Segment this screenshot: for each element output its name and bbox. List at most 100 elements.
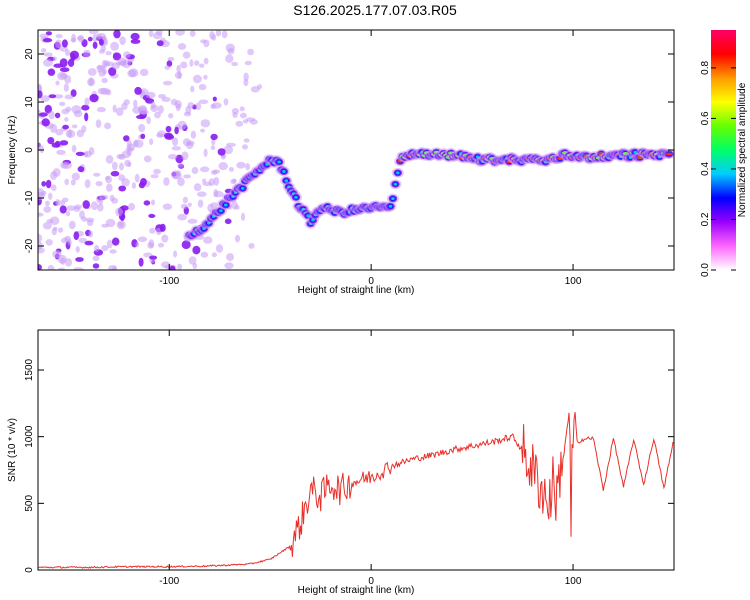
spectrogram-cell <box>130 32 140 41</box>
spectrogram-cell <box>47 137 55 145</box>
spectrogram-cell <box>48 110 55 120</box>
spectrogram-cell <box>187 102 195 109</box>
spectrogram-cell <box>96 64 103 73</box>
spectrogram-cell <box>194 60 200 66</box>
spectrogram-cell <box>55 129 64 136</box>
spectrogram-cell <box>77 34 85 43</box>
spectrogram-cell <box>198 99 209 105</box>
spectrogram-cell <box>127 202 136 211</box>
spectrogram-cell <box>59 140 69 146</box>
spectrogram-cell <box>234 234 241 243</box>
spectrogram-cell <box>88 30 99 35</box>
spectrogram-cell <box>64 258 73 267</box>
spectrogram-cell <box>247 48 255 56</box>
spectrogram-cell <box>250 86 260 93</box>
spectrogram-cell <box>215 244 224 253</box>
spectrogram-cell <box>211 252 217 258</box>
spectrogram-cell <box>118 185 127 192</box>
spectrogram-cell <box>227 48 235 55</box>
snr-frame <box>37 329 675 571</box>
spectrogram-cell <box>45 179 52 189</box>
spectrogram-cell <box>131 182 136 189</box>
spectrogram-cell <box>38 83 42 91</box>
spectrogram-cell <box>175 30 185 36</box>
spectrogram-cell <box>41 118 50 127</box>
spectrogram-cell <box>176 64 181 73</box>
spectrogram-cell <box>92 34 98 42</box>
spectrogram-cell <box>81 104 90 111</box>
spectrogram-cell <box>202 181 212 186</box>
spectrogram-cell <box>148 30 154 38</box>
spectrogram-cell <box>130 39 141 44</box>
spectrogram-cell <box>101 59 107 69</box>
snr-xtick-label: 0 <box>368 576 374 587</box>
spectrogram-cell <box>199 63 205 68</box>
spectrogram-cell <box>284 179 289 183</box>
spectrogram-cell <box>132 139 139 148</box>
spectrogram-cell <box>161 234 169 243</box>
spectrogram-cell <box>105 155 114 164</box>
spectrogram-cell <box>150 174 159 179</box>
spectrogram-cell <box>43 58 53 67</box>
spectrogram-cell <box>118 221 124 228</box>
spectrogram-cell <box>112 52 122 61</box>
spectrogram-cell <box>210 133 218 141</box>
spectrogram-cell <box>39 145 44 154</box>
spectrogram-cell <box>38 109 41 115</box>
spectrogram-cell <box>197 199 204 208</box>
spectrogram-cell <box>45 239 53 246</box>
spectrogram-ytick-label: -20 <box>24 238 35 253</box>
spectrogram-cell <box>137 105 147 114</box>
spectrogram-cell <box>115 207 123 217</box>
spectrogram-cell <box>192 74 202 84</box>
spectrogram-cell <box>67 129 73 138</box>
spectrogram-cell <box>63 83 69 92</box>
spectrogram-cell <box>53 94 64 99</box>
spectrogram-cell <box>212 96 217 102</box>
spectrogram-cell <box>150 199 156 206</box>
snr-xtick-label: 100 <box>565 576 582 587</box>
chart-title: S126.2025.177.07.03.R05 <box>293 2 457 18</box>
spectrogram-cell <box>210 202 218 209</box>
spectrogram-cell <box>210 103 216 109</box>
spectrogram-cell <box>102 68 107 75</box>
spectrogram-cell <box>154 111 161 119</box>
spectrogram-cell <box>188 256 197 265</box>
spectrogram-cell <box>86 219 94 226</box>
spectrogram-cell <box>242 119 249 124</box>
spectrogram-cell <box>88 230 93 238</box>
spectrogram-cell <box>104 122 112 130</box>
spectrogram-cell <box>248 243 255 249</box>
spectrogram-cell <box>39 33 49 39</box>
spectrogram-cell <box>388 204 393 208</box>
spectrogram-cell <box>393 182 398 186</box>
spectrogram-cells <box>38 30 674 270</box>
spectrogram-cell <box>84 97 90 106</box>
spectrogram-cell <box>97 33 107 41</box>
spectrogram-cell <box>213 190 224 198</box>
spectrogram-cell <box>70 37 77 43</box>
spectrogram-cell <box>71 172 80 181</box>
spectrogram-cell <box>121 102 128 110</box>
spectrogram-cell <box>143 200 151 206</box>
spectrogram-cell <box>180 203 188 209</box>
spectrogram-cell <box>134 86 142 95</box>
spectrogram-cell <box>203 148 208 157</box>
spectrogram-cell <box>215 30 222 37</box>
snr-xlabel: Height of straight line (km) <box>298 585 415 596</box>
spectrogram-cell <box>242 144 248 150</box>
spectrogram-cell <box>213 176 220 186</box>
spectrogram-cell <box>224 203 228 207</box>
spectrogram-cell <box>190 85 195 93</box>
spectrogram-cell <box>41 181 47 187</box>
spectrogram-cell <box>177 163 184 168</box>
spectrogram-cell <box>226 142 236 147</box>
spectrogram-cell <box>64 178 69 186</box>
spectrogram-cell <box>48 192 53 200</box>
spectrogram-cell <box>243 138 250 143</box>
spectrogram-xtick-label: 0 <box>368 276 374 287</box>
spectrogram-cell <box>180 61 188 69</box>
spectrogram-cell <box>113 30 121 39</box>
spectrogram-cell <box>106 183 113 192</box>
spectrogram-xtick-label: 100 <box>565 276 582 287</box>
